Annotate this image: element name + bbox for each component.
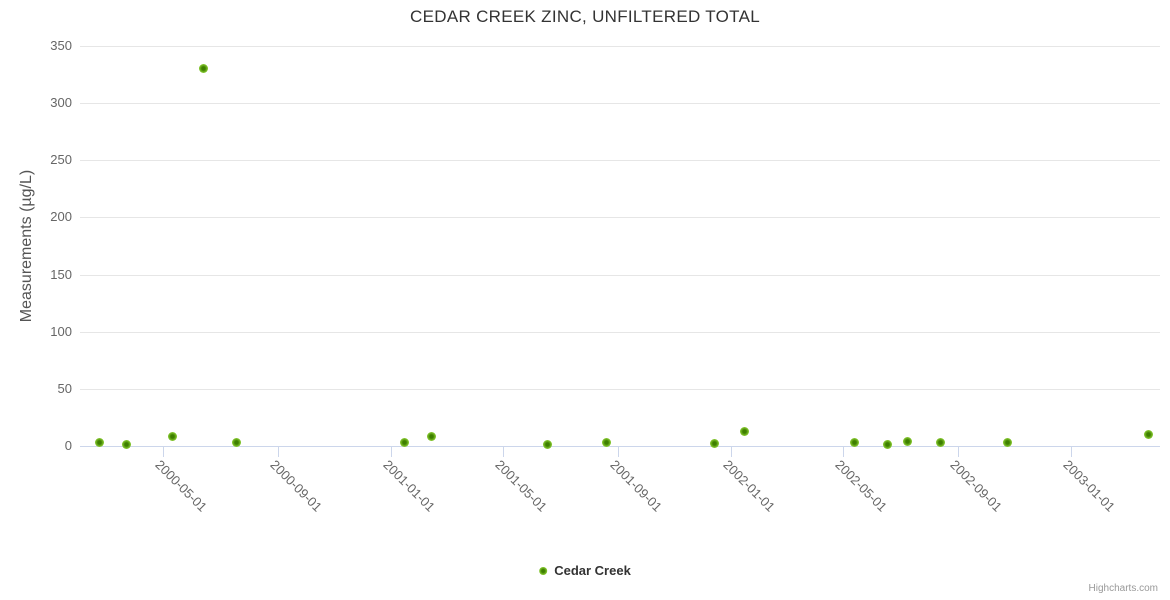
data-point[interactable] <box>849 438 859 448</box>
data-point[interactable] <box>199 64 209 74</box>
x-tick-mark <box>731 446 732 457</box>
legend-item-cedar-creek[interactable]: Cedar Creek <box>539 563 631 578</box>
data-point[interactable] <box>232 438 242 448</box>
y-gridline <box>80 103 1160 104</box>
data-point[interactable] <box>543 440 553 450</box>
y-gridline <box>80 217 1160 218</box>
y-gridline <box>80 332 1160 333</box>
x-tick-label: 2002-05-01 <box>832 457 891 515</box>
y-tick-label: 150 <box>50 267 72 282</box>
y-tick-label: 50 <box>57 381 72 396</box>
y-tick-label: 100 <box>50 324 72 339</box>
x-tick-mark <box>618 446 619 457</box>
x-tick-mark <box>1071 446 1072 457</box>
chart-title: CEDAR CREEK ZINC, UNFILTERED TOTAL <box>410 7 760 26</box>
y-gridline <box>80 275 1160 276</box>
x-tick-label: 2000-09-01 <box>267 457 326 515</box>
data-point[interactable] <box>710 439 720 449</box>
x-tick-mark <box>843 446 844 457</box>
data-point[interactable] <box>122 440 132 450</box>
x-tick-mark <box>278 446 279 457</box>
y-gridline <box>80 160 1160 161</box>
x-tick-label: 2003-01-01 <box>1060 457 1119 515</box>
data-point[interactable] <box>902 436 912 446</box>
x-tick-label: 2002-01-01 <box>720 457 779 515</box>
y-gridline <box>80 389 1160 390</box>
y-axis-title: Measurements (µg/L) <box>18 169 35 323</box>
data-point[interactable] <box>935 438 945 448</box>
x-tick-label: 2000-05-01 <box>152 457 211 515</box>
y-tick-label: 350 <box>50 38 72 53</box>
x-tick-mark <box>391 446 392 457</box>
data-point[interactable] <box>167 432 177 442</box>
y-gridline <box>80 46 1160 47</box>
x-tick-mark <box>958 446 959 457</box>
x-tick-label: 2001-05-01 <box>492 457 551 515</box>
legend-label: Cedar Creek <box>554 563 631 578</box>
data-point[interactable] <box>426 432 436 442</box>
x-tick-mark <box>503 446 504 457</box>
highcharts-credits-link[interactable]: Highcharts.com <box>1088 583 1158 594</box>
x-tick-label: 2001-01-01 <box>380 457 439 515</box>
y-tick-label: 200 <box>50 209 72 224</box>
data-point[interactable] <box>1144 430 1154 440</box>
data-point[interactable] <box>601 438 611 448</box>
data-point[interactable] <box>1002 438 1012 448</box>
legend-marker-icon <box>539 566 548 575</box>
data-point[interactable] <box>95 438 105 448</box>
data-point[interactable] <box>739 426 749 436</box>
x-axis-line <box>80 446 1160 447</box>
data-point[interactable] <box>883 440 893 450</box>
x-tick-label: 2002-09-01 <box>947 457 1006 515</box>
y-tick-label: 300 <box>50 95 72 110</box>
x-tick-label: 2001-09-01 <box>607 457 666 515</box>
y-tick-label: 0 <box>64 438 72 453</box>
data-point[interactable] <box>399 438 409 448</box>
x-tick-mark <box>163 446 164 457</box>
y-tick-label: 250 <box>50 152 72 167</box>
